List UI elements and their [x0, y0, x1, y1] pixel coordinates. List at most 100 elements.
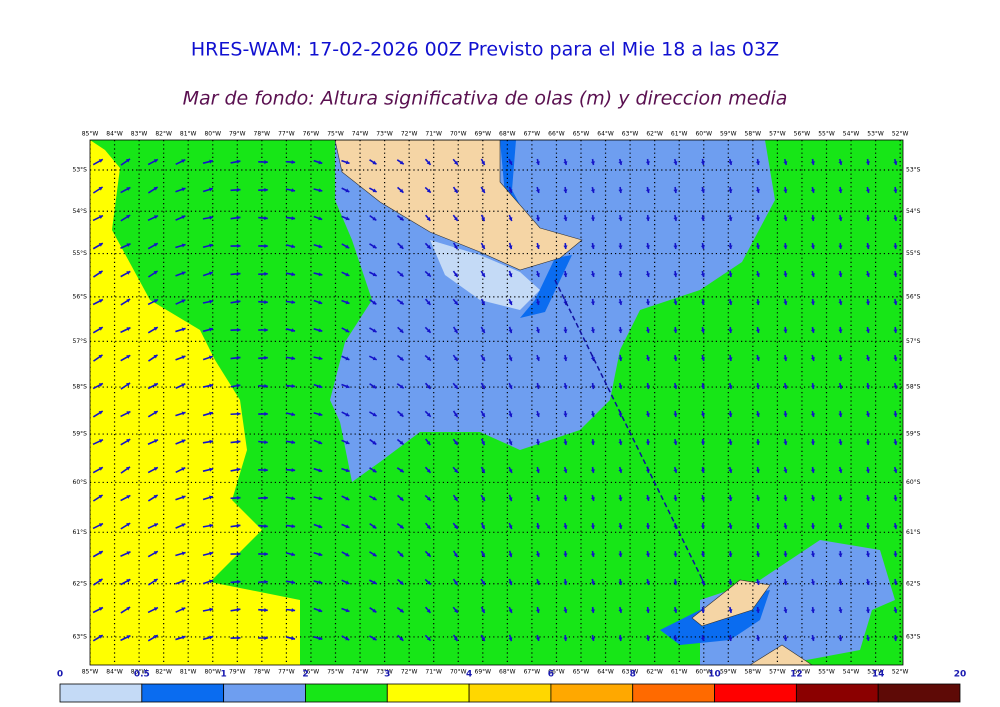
arrow-head [865, 273, 870, 277]
lon-label-bottom: 73°W [376, 669, 393, 676]
arrow-head [481, 356, 485, 361]
arrow-head [645, 273, 650, 277]
arrow-head [673, 581, 678, 585]
arrow-head [181, 383, 186, 388]
lon-label-top: 84°W [106, 131, 123, 138]
lat-label-right: 53°S [906, 167, 921, 174]
arrow-head [728, 245, 733, 249]
arrow-head [865, 357, 870, 361]
arrow-head [893, 469, 898, 473]
lat-label-right: 56°S [906, 293, 921, 300]
arrow-head [700, 329, 705, 333]
land [334, 140, 583, 271]
map-frame [89, 139, 904, 666]
arrow-head [318, 636, 323, 641]
arrow-head [98, 243, 103, 247]
arrow-head [508, 637, 513, 642]
arrow-head [783, 385, 788, 389]
arrow-head [728, 189, 733, 193]
arrow-head [126, 243, 131, 248]
lon-label-top: 64°W [597, 131, 614, 138]
arrow-head [508, 468, 513, 473]
arrow-head [181, 271, 186, 276]
arrow-head [426, 412, 431, 417]
arrow-head [508, 189, 513, 194]
arrow-head [673, 245, 678, 249]
arrow-head [399, 244, 404, 249]
arrow-head [535, 357, 540, 361]
arrow-head [181, 551, 186, 556]
arrow-head [318, 496, 323, 501]
colorbar-label: 2 [302, 670, 308, 680]
lat-label-right: 60°S [906, 479, 921, 486]
arrow-head [893, 413, 898, 417]
arrow-head [838, 217, 843, 221]
arrow-head [481, 245, 485, 250]
arrow-head [535, 273, 540, 277]
arrow-head [810, 581, 815, 585]
lat-label-right: 62°S [906, 580, 921, 587]
lon-label-bottom: 76°W [303, 669, 320, 676]
arrow-head [209, 159, 214, 164]
land [691, 579, 771, 627]
arrow-head [345, 384, 350, 389]
arrow-head [755, 217, 761, 221]
arrow-head [153, 243, 158, 247]
arrow-head [264, 551, 268, 557]
arrow-head [126, 271, 131, 275]
lon-label-bottom: 59°W [720, 669, 737, 676]
arrow-head [372, 468, 377, 473]
arrow-head [645, 413, 650, 417]
arrow-head [838, 497, 843, 501]
arrow-head [673, 273, 678, 277]
arrow-head [209, 383, 214, 388]
arrow-head [700, 385, 705, 389]
lon-label-bottom: 65°W [573, 669, 590, 676]
lon-label-bottom: 52°W [892, 669, 909, 676]
arrow-head [181, 579, 186, 584]
arrow-head [372, 300, 377, 305]
arrow-head [236, 327, 241, 333]
arrow-head [426, 328, 431, 333]
arrow-head [618, 525, 623, 529]
arrow-head [126, 523, 131, 527]
arrow-head [645, 441, 651, 445]
lon-label-top: 54°W [843, 131, 860, 138]
arrow-head [372, 524, 377, 529]
arrow-head [453, 608, 458, 613]
arrow-head [372, 356, 377, 361]
arrow-head [700, 553, 705, 557]
arrow-head [126, 551, 131, 556]
arrow-head [426, 272, 431, 277]
colorbar-segment [305, 683, 388, 703]
arrow-head [508, 329, 513, 334]
arrow-head [209, 467, 214, 472]
arrow-head [755, 189, 760, 193]
arrow-head [372, 244, 377, 249]
arrow-head [810, 525, 816, 529]
arrow-head [264, 327, 268, 333]
arrow-head [755, 581, 760, 585]
arrow-head [426, 244, 431, 249]
arrow-head [126, 382, 131, 387]
arrow-head [209, 523, 214, 528]
colorbar-segment [59, 683, 143, 703]
arrow-head [454, 160, 458, 165]
arrow-head [181, 187, 186, 192]
lon-label-bottom: 85°W [82, 669, 99, 676]
lon-label-bottom: 74°W [352, 669, 369, 676]
arrow-head [291, 160, 296, 165]
arrow-head [645, 609, 650, 613]
lon-label-top: 70°W [450, 131, 467, 138]
lon-label-bottom: 68°W [499, 669, 516, 676]
arrow-head [783, 189, 788, 193]
arrow-head [535, 441, 540, 446]
arrow-head [618, 553, 623, 557]
lat-label-left: 63°S [73, 633, 88, 640]
arrow-head [209, 551, 213, 556]
arrow-head [783, 273, 788, 277]
arrow-head [618, 497, 623, 501]
arrow-head [236, 383, 241, 388]
